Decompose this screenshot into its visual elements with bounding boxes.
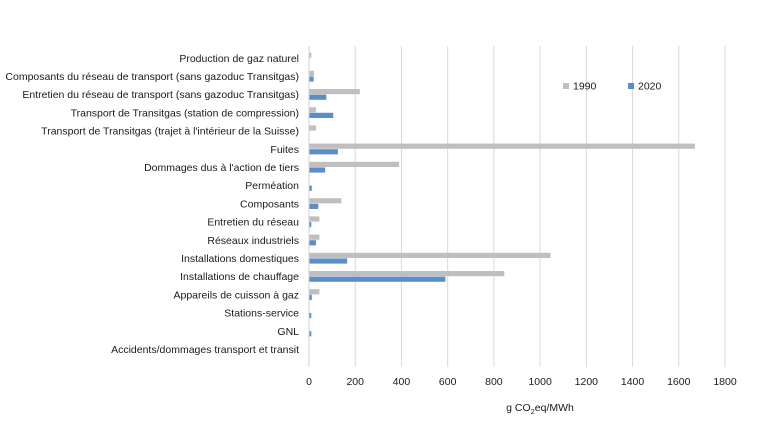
bar-1990-13 (309, 289, 320, 295)
bar-2020-10 (309, 240, 316, 246)
x-tick-label: 1800 (713, 376, 737, 388)
category-label: Composants (240, 198, 299, 210)
x-tick-label: 400 (393, 376, 411, 388)
bar-1990-4 (309, 125, 316, 131)
x-tick-label: 600 (439, 376, 457, 388)
category-label: Fuites (270, 144, 299, 156)
bar-1990-12 (309, 271, 505, 277)
bar-1990-10 (309, 234, 320, 240)
category-label: Perméation (245, 180, 299, 192)
bar-1990-6 (309, 161, 400, 167)
bar-1990-0 (309, 52, 312, 58)
bars-group (309, 52, 695, 337)
bar-2020-14 (309, 313, 312, 319)
legend: 1990 2020 (563, 81, 662, 93)
bar-2020-9 (309, 222, 312, 228)
bar-2020-7 (309, 185, 312, 191)
legend-label: 1990 (573, 81, 597, 93)
x-tick-label: 800 (485, 376, 503, 388)
x-tick-label: 1600 (667, 376, 691, 388)
category-label: Appareils de cuisson à gaz (174, 289, 300, 301)
x-tick-label: 1200 (575, 376, 599, 388)
category-label: Réseaux industriels (207, 235, 299, 247)
x-axis-title: g CO2eq/MWh (506, 402, 574, 416)
x-tick-labels: 0 200 400 600 800 1000 1200 1400 1600 1800 (306, 376, 737, 388)
category-label: GNL (277, 326, 299, 338)
gridlines (354, 46, 726, 367)
legend-swatch-1990 (563, 83, 569, 89)
bar-2020-12 (309, 276, 446, 282)
x-tick-label: 1000 (528, 376, 552, 388)
bar-1990-11 (309, 252, 551, 258)
category-label: Stations-service (224, 308, 299, 320)
x-title-tail: eq/MWh (535, 402, 574, 414)
category-label: Transport de Transitgas (trajet à l'inté… (41, 126, 299, 138)
bar-2020-11 (309, 258, 348, 264)
category-label: Installations de chauffage (180, 271, 299, 283)
bar-1990-5 (309, 143, 695, 149)
bar-2020-8 (309, 203, 319, 209)
category-label: Dommages dus à l'action de tiers (144, 162, 299, 174)
category-label: Accidents/dommages transport et transit (111, 344, 299, 356)
x-title-main: g CO (506, 402, 531, 414)
bar-1990-2 (309, 89, 360, 95)
x-tick-label: 0 (306, 376, 312, 388)
bar-1990-8 (309, 198, 342, 204)
x-tick-label: 200 (346, 376, 364, 388)
bar-2020-3 (309, 112, 334, 118)
legend-label: 2020 (638, 81, 662, 93)
bar-1990-1 (309, 70, 315, 76)
bar-2020-2 (309, 94, 327, 100)
x-tick-label: 1400 (621, 376, 645, 388)
bar-1990-9 (309, 216, 320, 222)
bar-2020-15 (309, 331, 312, 337)
bar-2020-13 (309, 294, 312, 300)
category-label: Entretien du réseau (207, 217, 299, 229)
legend-swatch-2020 (628, 83, 634, 89)
category-label: Installations domestiques (181, 253, 299, 265)
category-label: Transport de Transitgas (station de comp… (71, 107, 299, 119)
bar-2020-1 (309, 76, 314, 82)
bar-2020-5 (309, 149, 338, 155)
category-label: Production de gaz naturel (179, 53, 299, 65)
category-label: Entretien du réseau de transport (sans g… (22, 89, 299, 101)
x-title-subscript: 2 (531, 407, 535, 416)
bar-1990-3 (309, 107, 316, 113)
bar-2020-6 (309, 167, 326, 173)
category-label: Composants du réseau de transport (sans … (5, 71, 299, 83)
category-labels: Production de gaz naturel Composants du r… (5, 53, 299, 356)
